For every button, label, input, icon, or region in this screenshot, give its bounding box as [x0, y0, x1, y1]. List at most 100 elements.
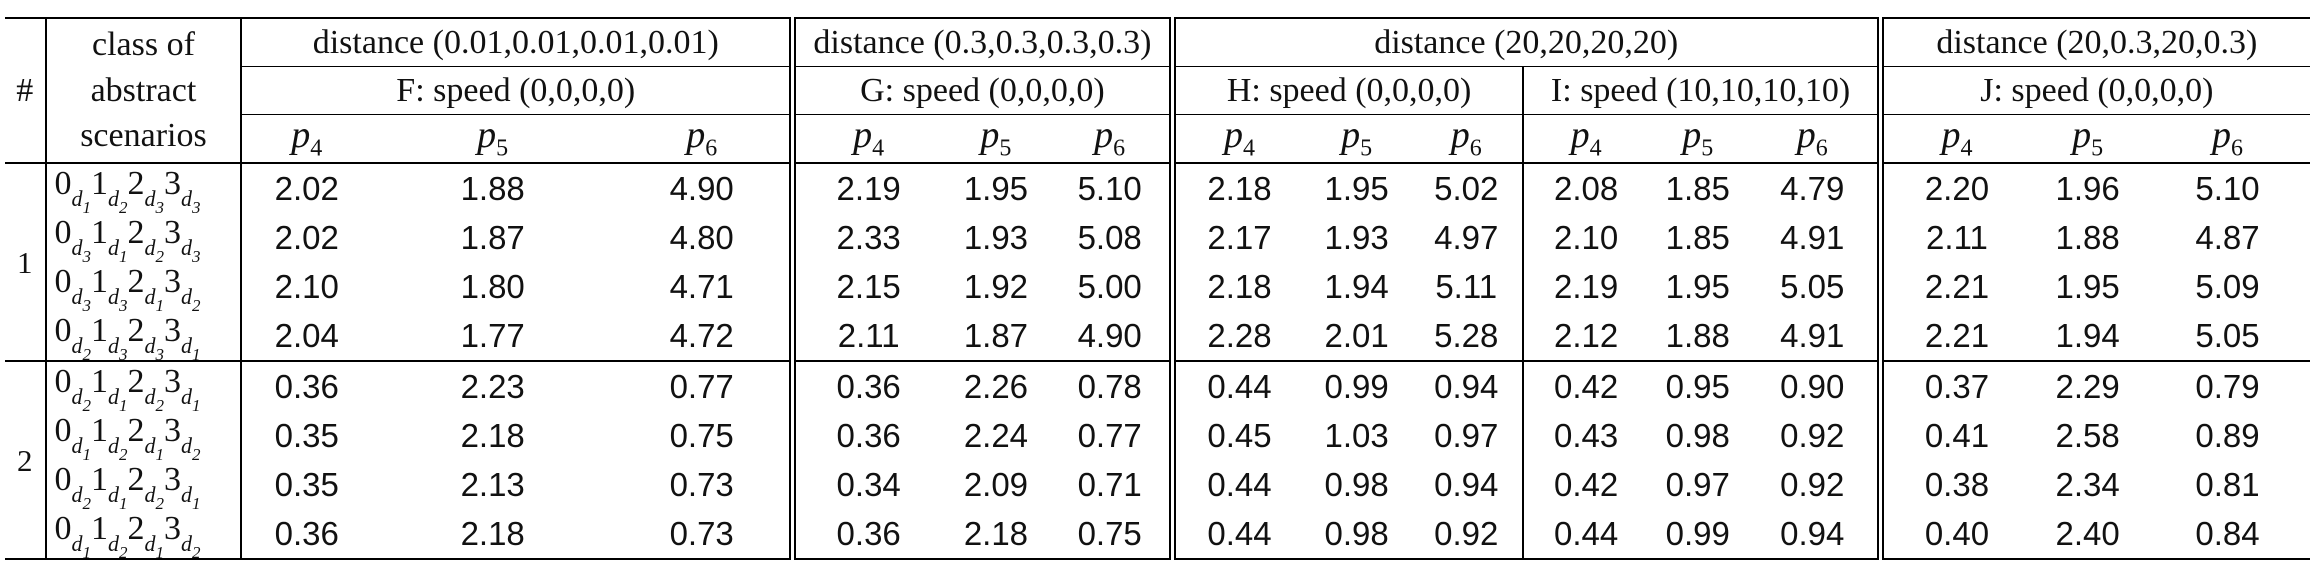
value-cell: 2.18 [1168, 262, 1304, 311]
scenario-sub: d2 [72, 333, 92, 363]
index-header: # [5, 17, 46, 164]
scenario-token: 0 [54, 411, 72, 449]
scenario-token: 2 [127, 460, 145, 498]
scenario-token: 1 [91, 311, 109, 349]
value-cell: 0.92 [1409, 509, 1524, 560]
value-cell: 1.95 [1324, 170, 1389, 207]
scenario-sub: d3 [108, 284, 128, 314]
scenario-sub: d3 [145, 333, 165, 363]
value-cell: 2.19 [789, 163, 942, 213]
value-cell: 4.91 [1780, 219, 1845, 256]
scenario-token: 1 [91, 164, 109, 202]
scenario-sub-index: 2 [82, 494, 92, 514]
value-cell: 2.18 [460, 417, 525, 454]
value-cell: 0.42 [1522, 460, 1648, 509]
table-row: 1 0d11d22d33d3 2.02 1.88 4.90 2.19 1.95 5.10 2.1… [5, 163, 2310, 362]
value-cell: 0.99 [1324, 368, 1389, 405]
value-cell: 0.90 [1780, 368, 1845, 405]
group-index: 1 [5, 163, 46, 362]
scenario-sub: d2 [181, 433, 201, 463]
value-cell: 0.36 [240, 361, 372, 411]
p-header: p6 [2145, 114, 2310, 164]
p-header: p4 [1522, 114, 1648, 164]
p-symbol: p [1682, 114, 1702, 157]
scenario-token: 1 [91, 362, 109, 400]
scenario-token: 2 [127, 262, 145, 300]
scenario-sub: d2 [181, 531, 201, 561]
p-subscript: 4 [872, 135, 885, 162]
scenario-sub-index: 2 [192, 445, 201, 465]
scenario-sub: d1 [71, 530, 92, 561]
scenario-sub-letter: d [144, 185, 156, 211]
scenario-sub-letter: d [144, 383, 156, 409]
class-label-line: class of [92, 25, 195, 63]
scenario-sub-index: 1 [82, 543, 92, 563]
scenario-sub-index: 2 [192, 296, 201, 316]
value-cell: 1.93 [963, 219, 1029, 256]
value-cell: 4.97 [1434, 219, 1499, 256]
scenario-sub-index: 3 [119, 345, 128, 365]
value-cell: 0.97 [1665, 466, 1730, 503]
p-header: p6 [614, 114, 793, 164]
speed-header: F: speed (0,0,0,0) [240, 66, 793, 115]
p-header: p6 [1050, 114, 1173, 164]
p-subscript: 4 [1589, 135, 1602, 162]
p-header: p6 [1747, 114, 1881, 164]
scenario-sub: d1 [108, 235, 128, 265]
value-cell: 0.43 [1522, 411, 1648, 460]
scenario-cell: 0d21d12d23d1 [44, 361, 242, 414]
value-cell: 2.34 [2055, 466, 2120, 503]
value-cell: 1.96 [2055, 170, 2120, 207]
scenario-token: 0 [54, 262, 72, 300]
p-symbol: p [291, 114, 311, 157]
scenario-sub-letter: d [144, 234, 156, 260]
value-cell: 0.97 [1434, 417, 1499, 454]
value-cell: 0.95 [1665, 368, 1730, 405]
value-cell: 2.09 [963, 466, 1029, 503]
scenario-cell: 0d21d32d33d1 [44, 311, 242, 363]
value-cell: 1.77 [371, 311, 615, 362]
value-cell: 4.80 [669, 219, 734, 256]
table-row: 0d31d32d13d2 2.10 1.80 4.71 2.15 1.92 5.00 2.18… [5, 262, 2310, 314]
value-cell: 4.79 [1780, 170, 1845, 207]
group-index: 2 [5, 361, 46, 560]
scenario-sub: d1 [108, 482, 128, 512]
scenario-sub-letter: d [71, 530, 83, 556]
scenario-sub: d3 [108, 333, 128, 363]
scenario-sub-index: 2 [155, 396, 165, 416]
value-cell: 1.94 [2030, 311, 2145, 362]
p-symbol: p [1223, 114, 1243, 157]
value-cell: 0.45 [1168, 411, 1304, 460]
scenario-sub: d2 [145, 482, 165, 512]
value-cell: 1.88 [1647, 311, 1748, 362]
value-cell: 0.42 [1522, 361, 1648, 411]
value-cell: 2.21 [1876, 262, 2031, 311]
scenario-sub-letter: d [108, 530, 120, 556]
scenario-token: 3 [164, 509, 182, 547]
distance-header: distance (20,20,20,20) [1168, 17, 1881, 67]
scenario-sub-index: 1 [192, 494, 201, 514]
p-symbol: p [686, 114, 706, 157]
value-cell: 1.95 [1665, 268, 1730, 305]
p-subscript: 5 [1360, 135, 1373, 162]
value-cell: 2.33 [789, 213, 942, 262]
scenario-sub-index: 3 [82, 247, 92, 267]
p-symbol: p [1450, 114, 1470, 157]
scenario-sub: d2 [72, 384, 92, 414]
scenario-sub: d1 [145, 531, 165, 561]
scenario-token: 3 [164, 311, 182, 349]
value-cell: 2.17 [1168, 213, 1304, 262]
value-cell: 0.81 [2195, 466, 2260, 503]
value-cell: 0.98 [1665, 417, 1730, 454]
distance-header: distance (0.3,0.3,0.3,0.3) [789, 17, 1173, 67]
value-cell: 0.98 [1324, 466, 1389, 503]
value-cell: 2.13 [460, 466, 525, 503]
p-subscript: 6 [705, 135, 718, 162]
class-label-line: abstract [90, 71, 197, 109]
class-label-line: scenarios [80, 117, 207, 155]
value-cell: 1.03 [1324, 417, 1389, 454]
scenario-sub-letter: d [181, 234, 193, 260]
value-cell: 1.95 [963, 170, 1029, 207]
p-symbol: p [980, 114, 1000, 157]
value-cell: 0.35 [240, 460, 372, 509]
